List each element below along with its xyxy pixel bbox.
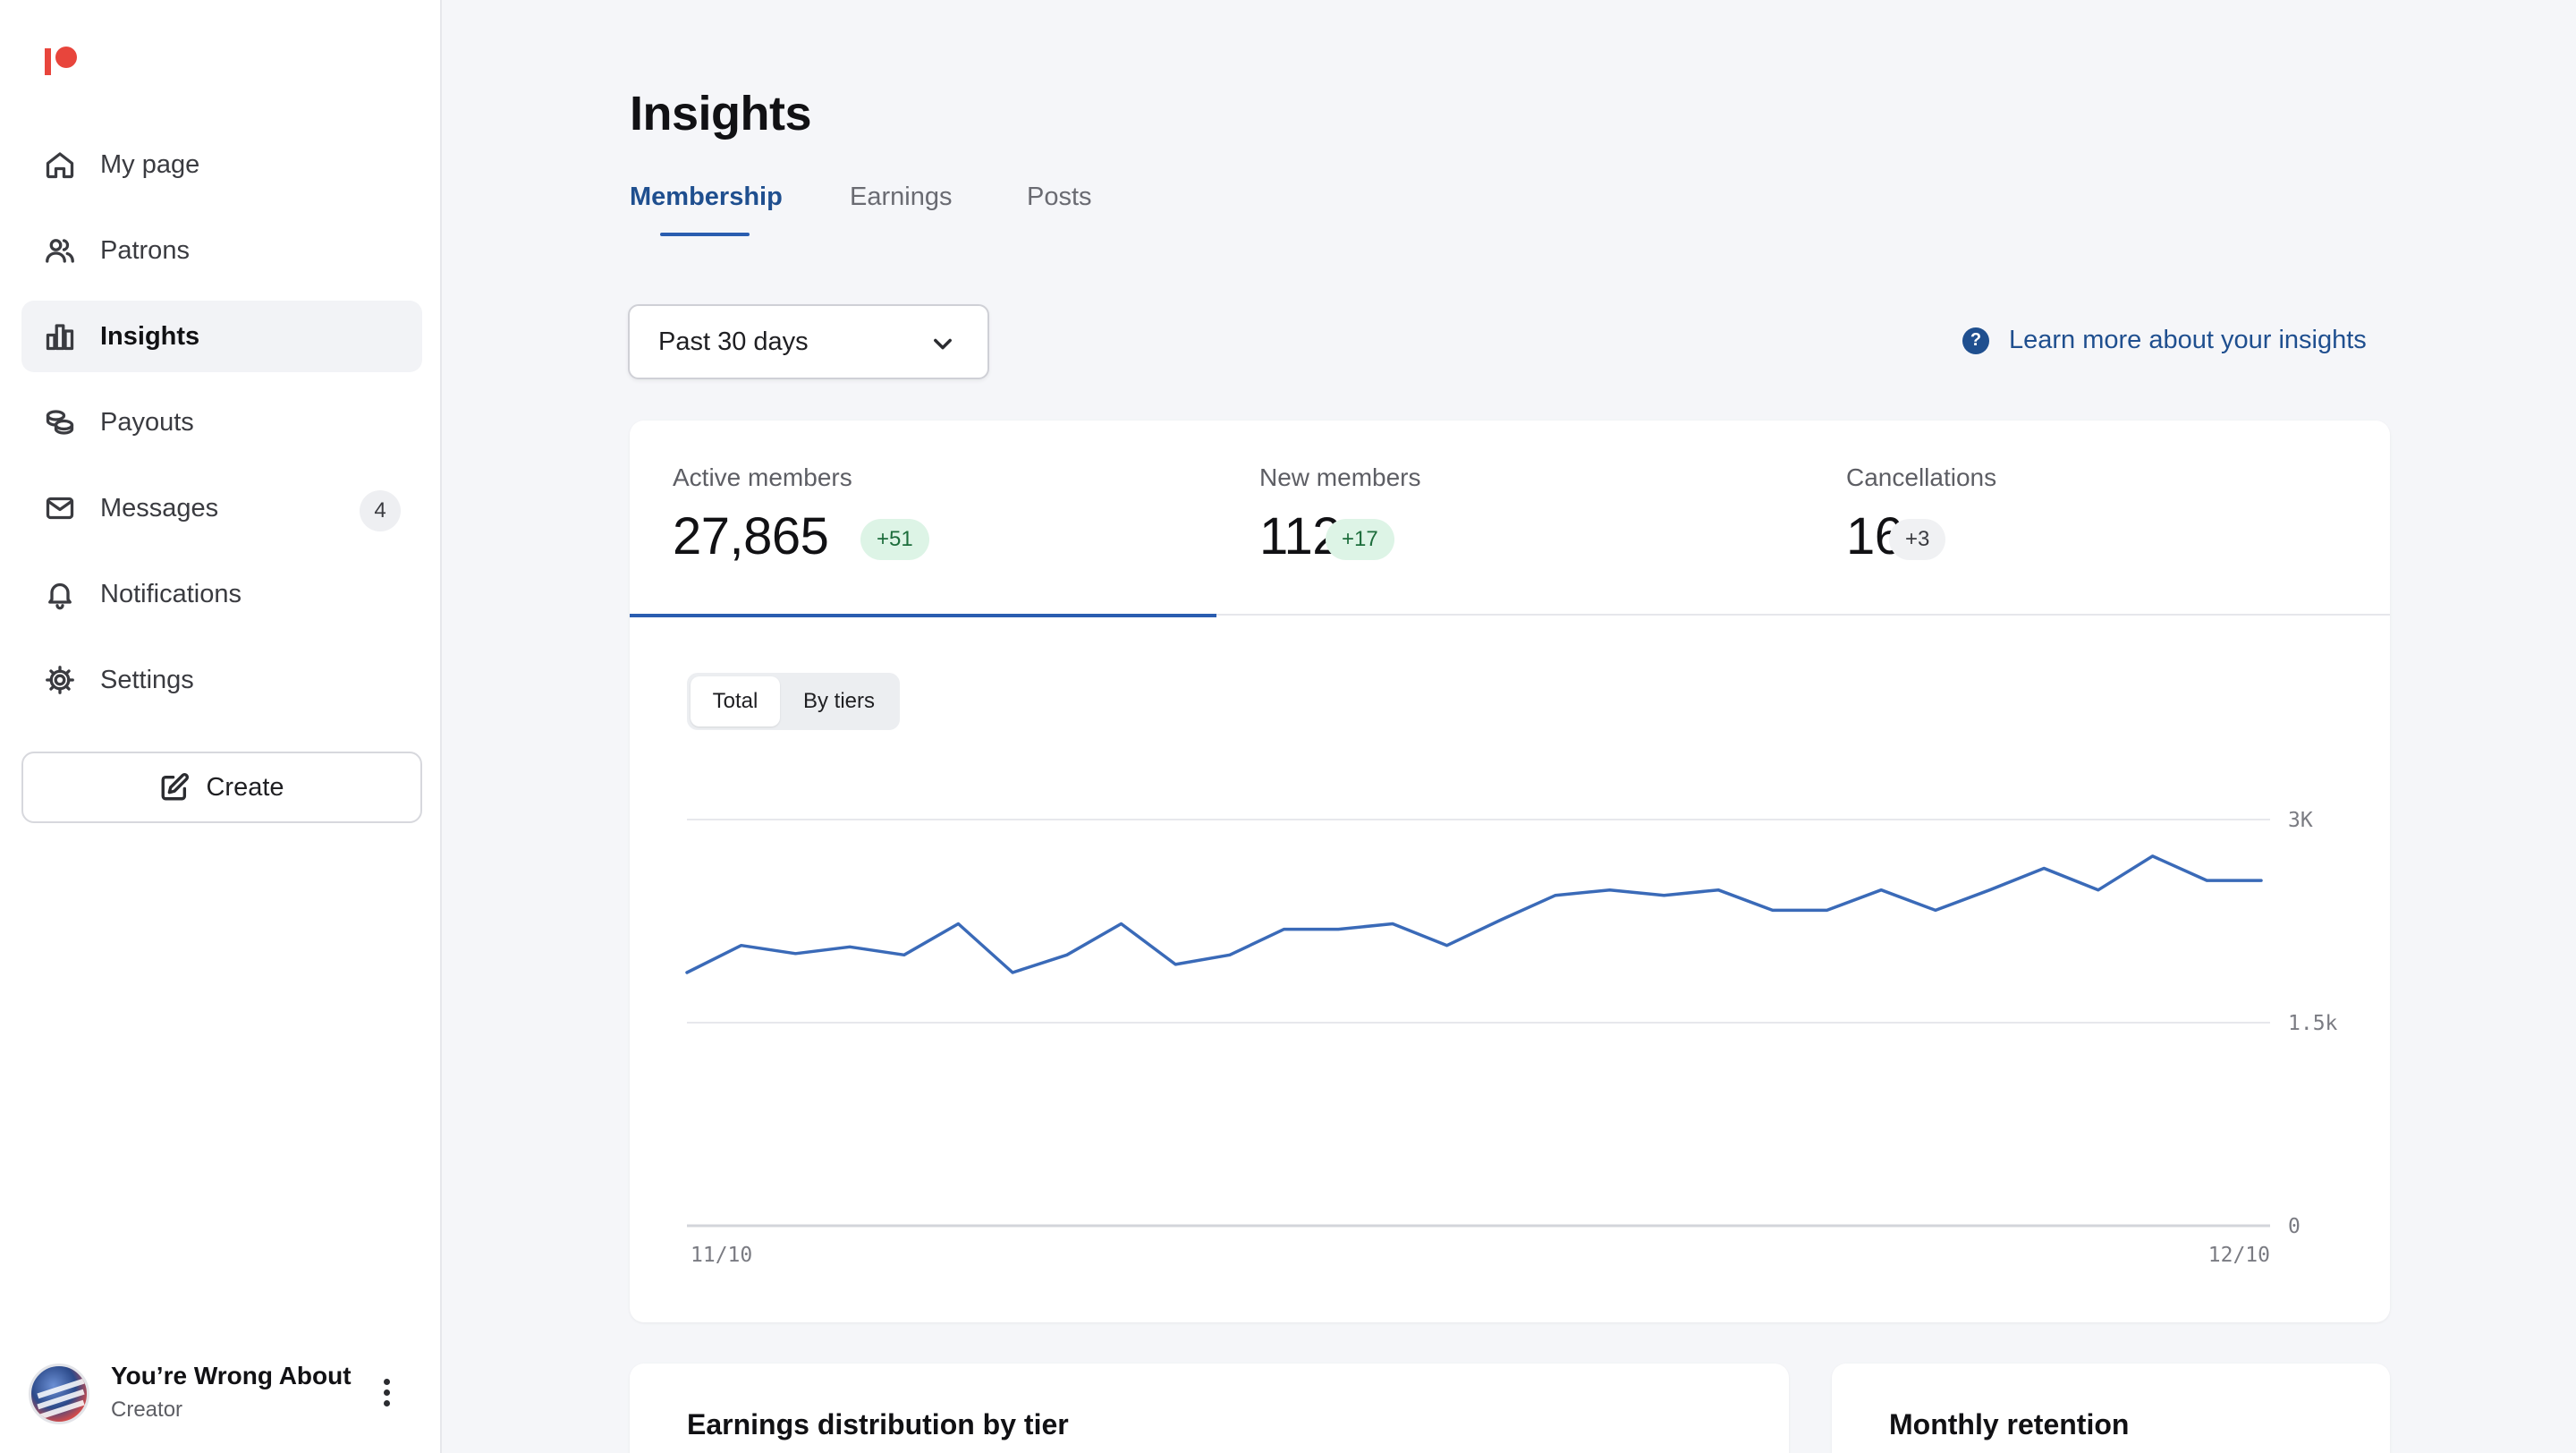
patreon-logo[interactable] (45, 47, 77, 75)
stat-delta-badge: +17 (1326, 519, 1394, 560)
view-toggle: Total By tiers (687, 673, 900, 730)
create-button[interactable]: Create (21, 752, 422, 823)
stat-label: Active members (673, 463, 852, 491)
members-line-chart: 0 1.5k 3K 11/10 12/10 (685, 809, 2338, 1267)
sidebar-item-label: Payouts (100, 407, 194, 437)
stat-value: 27,865 (673, 507, 829, 565)
sidebar-item-label: Notifications (100, 579, 242, 608)
gear-icon (43, 663, 77, 697)
sidebar: My page Patrons Insights Payouts Message… (0, 0, 442, 1453)
sidebar-item-label: Messages (100, 493, 219, 523)
mail-icon (43, 491, 77, 525)
stat-label: New members (1259, 463, 1421, 491)
sidebar-item-label: My page (100, 149, 200, 179)
coins-icon (43, 405, 77, 439)
stat-delta-badge: +3 (1889, 519, 1946, 560)
card-title: Monthly retention (1889, 1408, 2130, 1440)
tab-earnings[interactable]: Earnings (850, 183, 953, 211)
edit-icon (162, 772, 190, 801)
toggle-by-tiers[interactable]: By tiers (802, 689, 875, 713)
series-line-active-members (685, 854, 2263, 974)
tab-posts[interactable]: Posts (1027, 183, 1092, 211)
sidebar-item-label: Settings (100, 665, 194, 694)
monthly-retention-card: Monthly retention (1832, 1364, 2390, 1453)
x-tick-label: 11/10 (691, 1244, 752, 1267)
profile-card: You’re Wrong About Creator (29, 1358, 422, 1426)
earnings-distribution-card: Earnings distribution by tier (630, 1364, 1789, 1453)
users-icon (43, 234, 77, 268)
active-tab-indicator (660, 233, 750, 236)
help-icon: ? (1962, 327, 1989, 354)
create-button-label: Create (206, 772, 284, 802)
home-icon (43, 148, 77, 182)
sidebar-item-payouts[interactable]: Payouts (21, 387, 422, 458)
sidebar-item-label: Patrons (100, 235, 190, 265)
x-tick-label: 12/10 (2208, 1244, 2270, 1267)
sidebar-item-patrons[interactable]: Patrons (21, 215, 422, 286)
sidebar-nav: My page Patrons Insights Payouts Message… (21, 129, 422, 730)
chevron-down-icon (934, 338, 952, 350)
stats-row: Active members 27,865 +51 New members 11… (630, 421, 2390, 617)
bell-icon (43, 577, 77, 611)
sidebar-item-settings[interactable]: Settings (21, 644, 422, 716)
more-options-icon[interactable] (369, 1367, 404, 1417)
sidebar-item-messages[interactable]: Messages 4 (21, 472, 422, 544)
profile-name: You’re Wrong About (111, 1362, 352, 1389)
profile-role: Creator (111, 1398, 183, 1422)
stat-cancellations[interactable]: Cancellations 16 +3 (1803, 421, 2390, 616)
y-tick-label: 3K (2288, 809, 2313, 832)
sidebar-item-notifications[interactable]: Notifications (21, 558, 422, 630)
page-title: Insights (630, 87, 812, 140)
stat-new-members[interactable]: New members 112 +17 (1216, 421, 1803, 616)
stat-active-members[interactable]: Active members 27,865 +51 (630, 421, 1216, 617)
y-tick-label: 1.5k (2288, 1012, 2338, 1035)
sidebar-item-insights[interactable]: Insights (21, 301, 422, 372)
stat-label: Cancellations (1846, 463, 1997, 491)
date-range-select[interactable]: Past 30 days (628, 304, 989, 379)
tab-membership[interactable]: Membership (630, 183, 783, 211)
learn-more-label: Learn more about your insights (2009, 326, 2367, 354)
sidebar-item-my-page[interactable]: My page (21, 129, 422, 200)
membership-card: Active members 27,865 +51 New members 11… (630, 421, 2390, 1322)
date-range-value: Past 30 days (658, 327, 809, 356)
sidebar-item-label: Insights (100, 321, 200, 351)
avatar[interactable] (29, 1364, 89, 1424)
bar-chart-icon (43, 319, 77, 353)
card-title: Earnings distribution by tier (687, 1408, 1069, 1440)
y-tick-label: 0 (2288, 1215, 2301, 1238)
toggle-total[interactable]: Total (691, 676, 780, 726)
learn-more-link[interactable]: ? Learn more about your insights (1962, 326, 2367, 355)
messages-count-badge: 4 (360, 490, 401, 531)
stat-delta-badge: +51 (860, 519, 929, 560)
